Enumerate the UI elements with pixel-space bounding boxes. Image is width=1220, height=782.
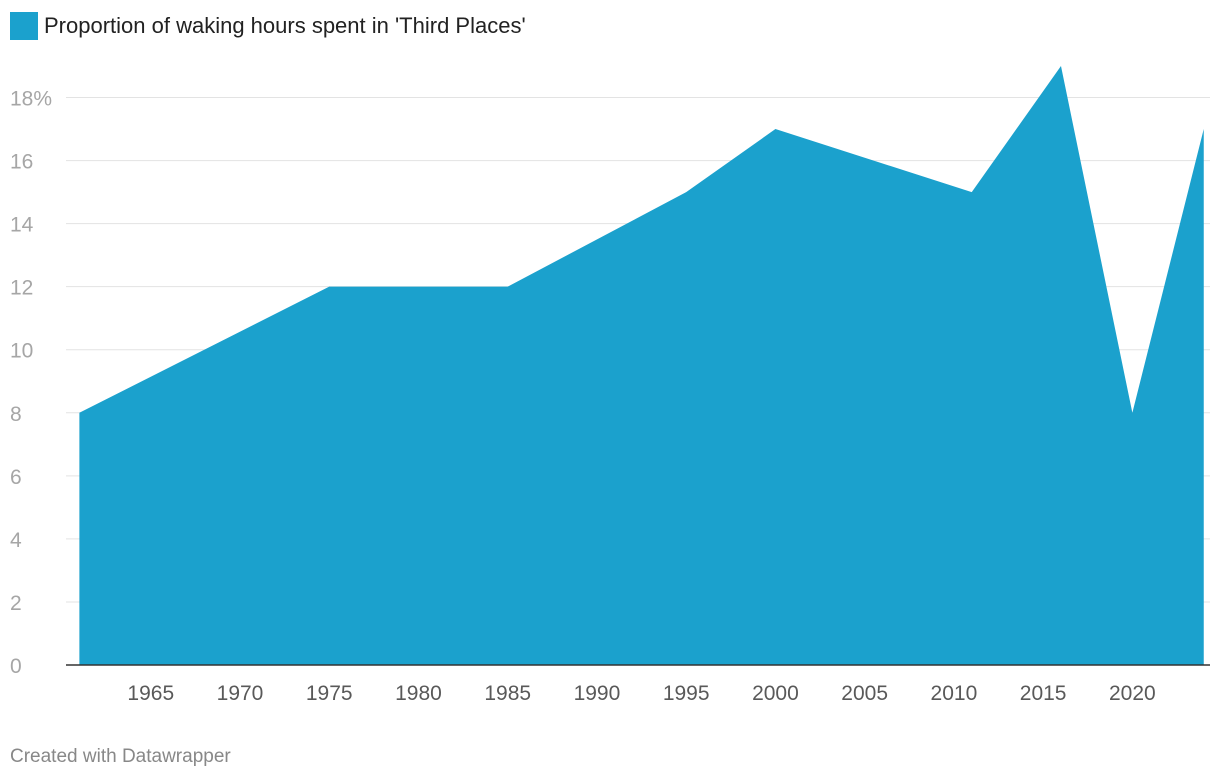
y-tick-label: 8 [10,403,22,426]
x-tick-label: 2010 [931,682,978,705]
y-tick-label: 16 [10,151,33,174]
x-tick-label: 2020 [1109,682,1156,705]
chart-legend: Proportion of waking hours spent in 'Thi… [10,12,526,40]
legend-label: Proportion of waking hours spent in 'Thi… [44,13,526,38]
x-tick-label: 1995 [663,682,710,705]
y-tick-label: 14 [10,214,34,237]
legend-swatch [10,12,38,40]
x-tick-label: 1985 [484,682,531,705]
x-tick-label: 1980 [395,682,442,705]
x-tick-label: 1965 [127,682,174,705]
x-tick-label: 2000 [752,682,799,705]
x-tick-label: 1975 [306,682,353,705]
y-tick-label: 18% [10,88,52,111]
y-tick-label: 2 [10,592,22,615]
x-tick-label: 2015 [1020,682,1067,705]
y-tick-label: 10 [10,340,33,363]
y-tick-label: 4 [10,529,22,552]
x-tick-label: 1990 [574,682,621,705]
credit-footer: Created with Datawrapper [10,746,231,767]
x-tick-label: 1970 [217,682,264,705]
area-series [79,66,1204,665]
y-tick-label: 6 [10,466,22,489]
y-tick-label: 0 [10,655,22,678]
y-tick-label: 12 [10,277,33,300]
x-tick-label: 2005 [841,682,888,705]
